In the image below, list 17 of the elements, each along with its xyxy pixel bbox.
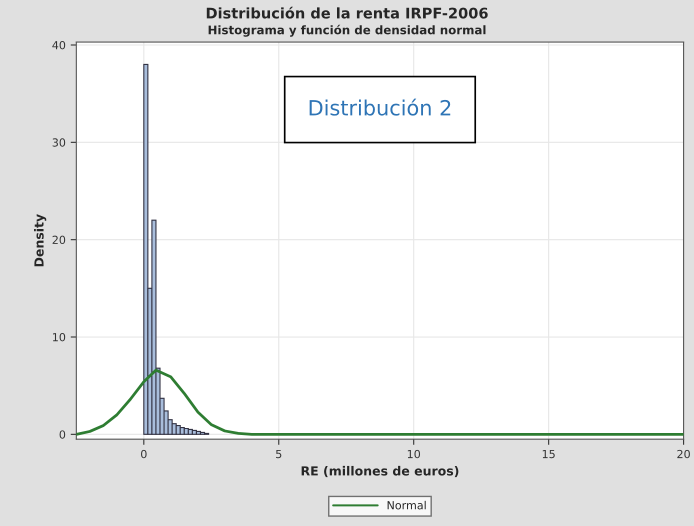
y-tick-label: 0 <box>60 430 66 439</box>
chart-subtitle: Histograma y función de densidad normal <box>208 24 486 37</box>
y-tick-label: 40 <box>52 40 66 50</box>
y-tick-label: 20 <box>52 236 66 244</box>
x-axis-title: RE (millones de euros) <box>302 466 458 478</box>
y-tick-label: 30 <box>52 138 66 147</box>
legend-label: Normal <box>388 500 426 510</box>
x-tick-label: 20 <box>677 450 690 458</box>
x-tick-label: 10 <box>408 450 420 458</box>
x-tick-label: 0 <box>141 450 147 458</box>
line-series <box>76 368 684 436</box>
chart-title: Distribución de la renta IRPF-2006 <box>206 6 488 19</box>
x-tick-label: 5 <box>276 450 282 458</box>
x-tick-label: 15 <box>542 450 555 458</box>
annotation: Distribución 2 <box>310 98 450 116</box>
y-tick-label: 10 <box>53 332 66 342</box>
y-axis-title: Density <box>34 214 46 266</box>
